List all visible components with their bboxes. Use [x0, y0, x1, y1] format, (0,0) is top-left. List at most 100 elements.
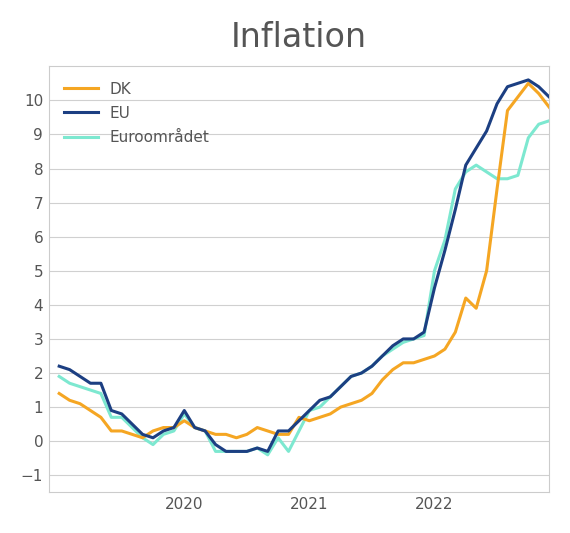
EU [348, 373, 355, 379]
DK [389, 366, 396, 373]
DK [296, 414, 303, 421]
EU [431, 285, 438, 291]
Euroområdet [275, 434, 282, 441]
EU [192, 424, 198, 431]
Euroområdet [337, 383, 344, 390]
DK [254, 424, 260, 431]
DK [212, 431, 219, 438]
Euroområdet [535, 121, 542, 127]
EU [452, 206, 459, 213]
EU [389, 343, 396, 349]
Euroområdet [56, 373, 63, 379]
EU [222, 448, 229, 455]
EU [316, 397, 323, 403]
DK [119, 428, 125, 434]
DK [525, 80, 532, 86]
DK [76, 400, 83, 407]
Euroområdet [442, 237, 449, 243]
DK [462, 295, 469, 301]
DK [97, 414, 104, 421]
DK [129, 431, 136, 438]
Euroområdet [192, 424, 198, 431]
EU [170, 424, 177, 431]
DK [442, 346, 449, 352]
Title: Inflation: Inflation [231, 21, 367, 54]
EU [264, 448, 271, 455]
EU [119, 411, 125, 417]
DK [202, 428, 209, 434]
Euroområdet [243, 448, 250, 455]
Euroområdet [431, 268, 438, 274]
EU [108, 407, 115, 414]
EU [462, 162, 469, 168]
EU [129, 421, 136, 427]
EU [369, 363, 376, 369]
EU [212, 441, 219, 448]
DK [473, 305, 479, 311]
DK [87, 407, 94, 414]
EU [285, 428, 292, 434]
DK [149, 428, 156, 434]
Euroområdet [515, 172, 522, 179]
DK [431, 353, 438, 359]
EU [306, 407, 313, 414]
DK [410, 360, 417, 366]
Euroområdet [462, 169, 469, 175]
Euroområdet [285, 448, 292, 455]
Line: DK: DK [59, 83, 549, 438]
EU [56, 363, 63, 369]
DK [494, 186, 500, 192]
EU [379, 353, 386, 359]
DK [358, 397, 365, 403]
Euroområdet [170, 428, 177, 434]
DK [400, 360, 406, 366]
EU [254, 445, 260, 451]
Euroområdet [160, 431, 167, 438]
DK [222, 431, 229, 438]
Euroområdet [494, 175, 500, 182]
DK [275, 431, 282, 438]
Euroområdet [76, 383, 83, 390]
Euroområdet [504, 175, 511, 182]
EU [181, 407, 188, 414]
Euroområdet [222, 448, 229, 455]
Euroområdet [410, 336, 417, 342]
Euroområdet [66, 380, 73, 386]
EU [202, 428, 209, 434]
Euroområdet [400, 339, 406, 345]
DK [348, 400, 355, 407]
DK [170, 424, 177, 431]
Euroområdet [129, 424, 136, 431]
EU [160, 428, 167, 434]
Euroområdet [369, 363, 376, 369]
Euroområdet [254, 445, 260, 451]
DK [56, 390, 63, 397]
Line: Euroområdet: Euroområdet [59, 121, 549, 455]
DK [285, 431, 292, 438]
EU [97, 380, 104, 386]
Euroområdet [212, 448, 219, 455]
DK [264, 428, 271, 434]
EU [337, 383, 344, 390]
DK [243, 431, 250, 438]
EU [400, 336, 406, 342]
Euroområdet [525, 135, 532, 141]
EU [296, 417, 303, 424]
Euroområdet [348, 373, 355, 379]
EU [504, 84, 511, 90]
Euroområdet [483, 169, 490, 175]
Euroområdet [545, 118, 552, 124]
DK [535, 91, 542, 97]
DK [337, 404, 344, 410]
EU [410, 336, 417, 342]
EU [139, 431, 146, 438]
EU [327, 394, 333, 400]
EU [233, 448, 240, 455]
EU [421, 329, 428, 335]
Euroområdet [389, 346, 396, 352]
Euroområdet [149, 441, 156, 448]
Legend: DK, EU, Euroområdet: DK, EU, Euroområdet [56, 74, 217, 152]
DK [160, 424, 167, 431]
EU [535, 84, 542, 90]
DK [379, 377, 386, 383]
